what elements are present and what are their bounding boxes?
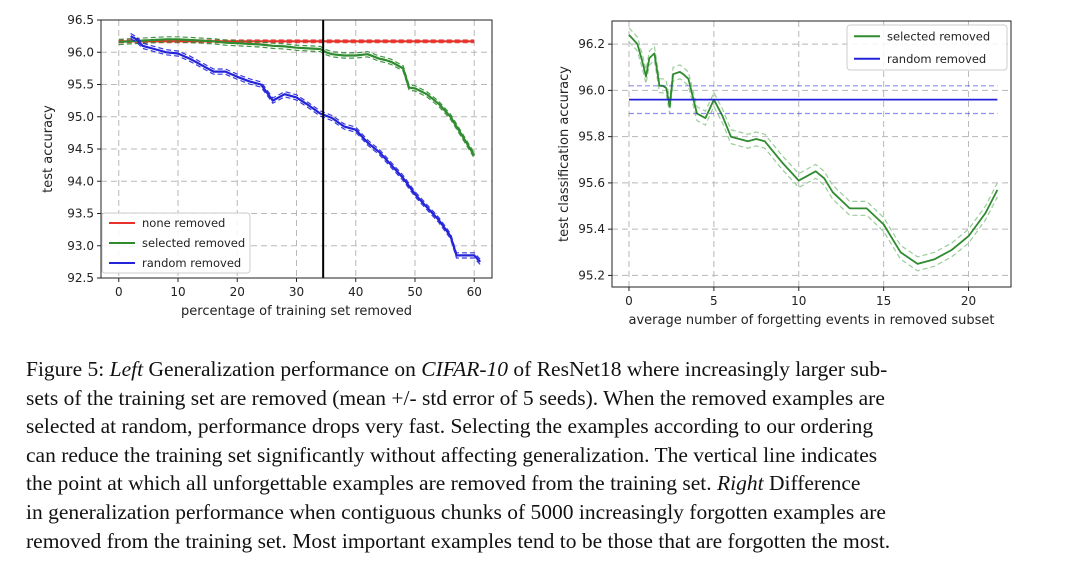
x-tick-label: 60 xyxy=(467,285,482,299)
y-tick-label: 96.0 xyxy=(578,83,605,97)
x-tick-label: 5 xyxy=(710,294,718,308)
x-tick-label: 20 xyxy=(230,285,245,299)
caption-line: removed from the training set. Most impo… xyxy=(26,528,891,553)
y-tick-label: 95.0 xyxy=(67,110,94,124)
x-tick-label: 50 xyxy=(407,285,422,299)
caption-line: the point at which all unforgettable exa… xyxy=(26,471,861,496)
y-tick-label: 95.6 xyxy=(578,176,605,190)
mean-line xyxy=(130,35,482,263)
series-selected-removed xyxy=(628,27,999,272)
caption-emphasis: Left xyxy=(109,357,144,381)
series-random-removed xyxy=(130,32,482,265)
x-tick-label: 10 xyxy=(170,285,185,299)
x-tick-label: 15 xyxy=(876,294,891,308)
y-tick-label: 96.2 xyxy=(578,37,605,51)
plot-frame xyxy=(100,19,493,279)
y-tick-label: 95.4 xyxy=(578,222,605,236)
x-tick-label: 30 xyxy=(289,285,304,299)
legend-item-random-removed: random removed xyxy=(109,256,241,270)
y-axis-label: test classification accuracy xyxy=(557,66,572,242)
legend-item-selected-removed: selected removed xyxy=(109,236,245,250)
upper-error-line xyxy=(118,36,475,154)
caption-emphasis: CIFAR-10 xyxy=(421,357,509,381)
legend: selected removed random removed xyxy=(846,24,1008,71)
legend-item-random-removed: random removed xyxy=(854,52,986,66)
caption-line: in generalization performance when conti… xyxy=(26,499,886,524)
legend-item-none-removed: none removed xyxy=(109,216,225,230)
y-tick-label: 94.5 xyxy=(67,142,94,156)
caption-line: sets of the training set are removed (me… xyxy=(26,385,885,410)
lower-error-line xyxy=(118,41,475,159)
x-axis-label: average number of forgetting events in r… xyxy=(628,313,994,328)
y-tick-label: 92.5 xyxy=(67,271,94,285)
y-tick-label: 94.0 xyxy=(67,174,94,188)
legend-label: random removed xyxy=(887,52,986,66)
y-tick-label: 96.0 xyxy=(67,45,94,59)
legend-box xyxy=(101,212,251,274)
y-tick-label: 95.8 xyxy=(578,130,605,144)
y-axis-label: test accuracy xyxy=(41,105,56,193)
legend: none removed selected removed random remov… xyxy=(101,212,251,274)
caption-line: selected at random, performance drops ve… xyxy=(26,414,874,439)
legend-label: selected removed xyxy=(142,236,245,250)
left-chart: 0 10 20 30 40 50 60 92.5 93.0 93.5 94.0 94.5 95.0 95.… xyxy=(41,13,493,319)
x-tick-label: 0 xyxy=(625,294,633,308)
x-tick-label: 0 xyxy=(115,285,123,299)
caption-emphasis: Right xyxy=(716,471,764,496)
series-random-removed xyxy=(629,85,998,115)
legend-label: random removed xyxy=(142,256,241,270)
y-tick-label: 95.5 xyxy=(67,78,94,92)
x-tick-label: 10 xyxy=(791,294,806,308)
mean-line xyxy=(628,34,999,265)
plot-area: 0 10 20 30 40 50 60 92.5 93.0 93.5 94.0 94.5 95.0 95.… xyxy=(67,13,493,299)
y-tick-label: 96.5 xyxy=(67,13,94,27)
mean-line xyxy=(118,38,476,156)
lower-error-line xyxy=(628,41,998,272)
legend-label: selected removed xyxy=(887,29,990,43)
plot-frame xyxy=(611,20,1012,288)
caption-line: Figure 5: Left Generalization performanc… xyxy=(26,357,888,381)
upper-error-line xyxy=(628,27,998,258)
x-tick-label: 40 xyxy=(348,285,363,299)
legend-label: none removed xyxy=(142,216,225,230)
legend-box xyxy=(846,24,1008,71)
y-tick-label: 93.5 xyxy=(67,207,94,221)
right-chart: 0 5 10 15 20 95.2 95.4 95.6 95.8 96.0 96.2 average … xyxy=(557,20,1012,328)
upper-error-line xyxy=(130,32,481,260)
lower-error-line xyxy=(130,38,481,265)
y-tick-label: 95.2 xyxy=(578,268,605,282)
caption-line: can reduce the training set significantl… xyxy=(26,442,878,467)
legend-item-selected-removed: selected removed xyxy=(854,29,990,43)
y-tick-label: 93.0 xyxy=(67,239,94,253)
series-selected-removed xyxy=(118,36,476,159)
x-tick-label: 20 xyxy=(961,294,976,308)
figure-caption: Figure 5: Left Generalization performanc… xyxy=(26,355,1056,555)
x-axis-label: percentage of training set removed xyxy=(181,304,412,319)
